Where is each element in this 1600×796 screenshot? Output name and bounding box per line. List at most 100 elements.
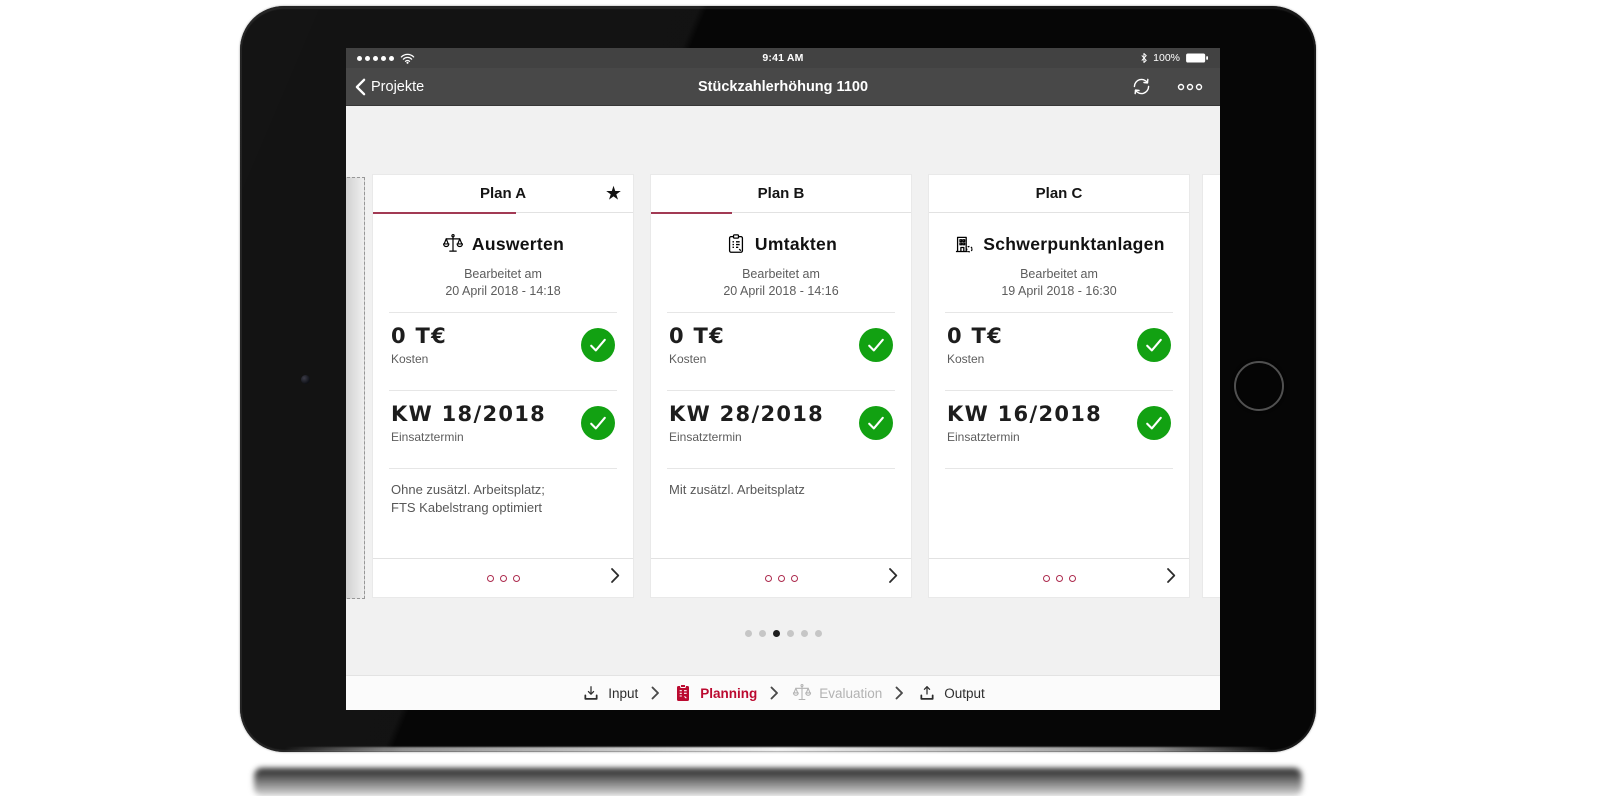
plan-card-header: Plan C — [929, 175, 1189, 213]
plan-name: Plan B — [757, 185, 805, 202]
more-button[interactable] — [1177, 83, 1203, 91]
plan-metric: 0 T€ Kosten — [373, 313, 633, 377]
plan-title-row: Auswerten — [373, 233, 633, 255]
edited-date: 20 April 2018 - 14:18 — [445, 283, 561, 298]
metric-label: Kosten — [669, 352, 707, 366]
workflow-step-label: Input — [608, 685, 639, 701]
workflow-bar: Input Planning Evaluation Output — [346, 675, 1220, 710]
pager-dot[interactable] — [758, 630, 766, 637]
plan-name: Plan C — [1035, 185, 1083, 202]
plan-more-dots-button[interactable] — [486, 574, 520, 582]
plan-name: Plan A — [479, 185, 527, 202]
device-reflection — [254, 768, 1302, 796]
plan-title: Umtakten — [754, 233, 838, 254]
check-icon — [581, 406, 615, 440]
check-icon — [1137, 328, 1171, 362]
edited-label: Bearbeitet am — [742, 267, 820, 281]
status-time: 9:41 AM — [762, 52, 804, 64]
pager-dot[interactable] — [772, 630, 780, 637]
edited-label: Bearbeitet am — [464, 267, 542, 281]
plan-board: Plan A ★ Auswerten Bearbeitet am 20 April 20… — [346, 106, 1220, 675]
factory-icon — [953, 233, 975, 255]
back-label: Projekte — [371, 78, 425, 95]
plan-card-footer — [929, 558, 1189, 597]
workflow-step-output[interactable]: Output — [917, 683, 985, 703]
metric-label: Kosten — [391, 352, 429, 366]
pager-dot[interactable] — [814, 630, 822, 637]
plan-metric: KW 28/2018 Einsatztermin — [651, 391, 911, 455]
status-bar: 9:41 AM 100% — [346, 48, 1220, 68]
edited-date: 19 April 2018 - 16:30 — [1001, 283, 1117, 298]
download-icon — [581, 683, 601, 703]
app-screen: 9:41 AM 100% Projekte Stückzahlerhöhung … — [346, 48, 1220, 710]
sync-button[interactable] — [1130, 75, 1153, 98]
device-bottom-edge — [284, 747, 1272, 752]
tablet-device: 9:41 AM 100% Projekte Stückzahlerhöhung … — [240, 6, 1316, 752]
scale-icon — [792, 683, 812, 703]
plan-card[interactable]: Plan B Umtakten Bearbeitet am 20 April 2018… — [651, 175, 911, 597]
plan-metric: 0 T€ Kosten — [651, 313, 911, 377]
metric-value: KW 16/2018 — [947, 402, 1103, 426]
plan-title: Auswerten — [471, 233, 565, 254]
check-icon — [581, 328, 615, 362]
workflow-separator-chevron-icon — [895, 686, 904, 700]
plan-more-dots-button[interactable] — [764, 574, 798, 582]
nav-bar: Projekte Stückzahlerhöhung 1100 — [346, 68, 1220, 106]
metric-label: Einsatztermin — [669, 430, 742, 444]
plan-card[interactable]: Plan C Schwerpunktanlagen Bearbeitet am 19 … — [929, 175, 1189, 597]
clipboard-filled-icon — [673, 683, 693, 703]
plan-note: Ohne zusätzl. Arbeitsplatz; FTS Kabelstra… — [391, 482, 545, 516]
workflow-separator-chevron-icon — [651, 686, 660, 700]
metric-value: KW 18/2018 — [391, 402, 547, 426]
battery-icon — [1185, 53, 1209, 63]
metric-value: 0 T€ — [669, 324, 726, 348]
open-plan-chevron-icon[interactable] — [610, 567, 620, 589]
camera-dot — [301, 375, 310, 384]
clipboard-icon — [725, 233, 747, 255]
battery-percent: 100% — [1153, 52, 1180, 64]
page-title: Stückzahlerhöhung 1100 — [697, 78, 869, 95]
metric-value: KW 28/2018 — [669, 402, 825, 426]
plan-progress-bar — [651, 211, 732, 214]
plan-title: Schwerpunktanlagen — [983, 233, 1165, 254]
plan-card-header: Plan A ★ — [373, 175, 633, 214]
pager-dot[interactable] — [744, 630, 752, 637]
metric-label: Einsatztermin — [391, 430, 464, 444]
nav-actions — [1130, 75, 1220, 98]
check-icon — [859, 328, 893, 362]
open-plan-chevron-icon[interactable] — [888, 567, 898, 589]
check-icon — [1137, 406, 1171, 440]
workflow-step-label: Planning — [700, 685, 758, 701]
workflow-separator-chevron-icon — [770, 686, 779, 700]
open-plan-chevron-icon[interactable] — [1166, 567, 1176, 589]
plan-metric: KW 16/2018 Einsatztermin — [929, 391, 1189, 455]
star-icon[interactable]: ★ — [604, 182, 622, 204]
wifi-icon — [400, 53, 415, 64]
metric-label: Einsatztermin — [947, 430, 1020, 444]
check-icon — [859, 406, 893, 440]
edited-date: 20 April 2018 - 14:16 — [723, 283, 839, 298]
plan-title-row: Umtakten — [651, 233, 911, 255]
scale-icon — [442, 233, 464, 255]
signal-strength-icon — [357, 55, 394, 61]
page-indicator — [346, 630, 1220, 637]
metric-value: 0 T€ — [947, 324, 1004, 348]
plan-edited: Bearbeitet am 19 April 2018 - 16:30 — [929, 266, 1189, 299]
plan-title-row: Schwerpunktanlagen — [929, 233, 1189, 255]
plan-more-dots-button[interactable] — [1042, 574, 1076, 582]
home-button[interactable] — [1234, 361, 1284, 411]
ghost-plan-card[interactable] — [346, 177, 365, 599]
workflow-step-planning[interactable]: Planning — [673, 683, 757, 703]
plan-card-peek[interactable] — [1203, 175, 1220, 597]
plan-edited: Bearbeitet am 20 April 2018 - 14:16 — [651, 266, 911, 299]
workflow-step-input[interactable]: Input — [581, 683, 638, 703]
back-chevron-icon — [355, 78, 366, 96]
back-button[interactable]: Projekte — [355, 78, 424, 96]
plan-card-footer — [651, 558, 911, 597]
pager-dot[interactable] — [786, 630, 794, 637]
pager-dot[interactable] — [800, 630, 808, 637]
plan-card[interactable]: Plan A ★ Auswerten Bearbeitet am 20 April 20… — [373, 175, 633, 597]
plan-progress-bar — [373, 211, 516, 214]
upload-icon — [917, 683, 937, 703]
plan-metric: 0 T€ Kosten — [929, 313, 1189, 377]
